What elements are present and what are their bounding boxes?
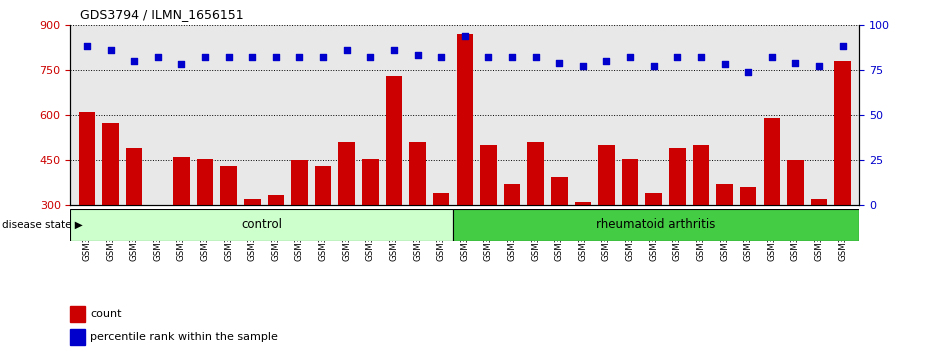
Bar	[670, 148, 685, 296]
Bar	[102, 122, 119, 296]
Bar	[740, 187, 757, 296]
Point	[269, 55, 284, 60]
Text: control: control	[241, 218, 282, 231]
Bar	[362, 159, 378, 296]
Point	[197, 55, 212, 60]
Point	[693, 55, 708, 60]
Bar	[197, 159, 213, 296]
Bar	[810, 199, 827, 296]
Point	[362, 55, 377, 60]
Bar	[716, 184, 732, 296]
Bar	[173, 157, 190, 296]
Bar	[126, 148, 143, 296]
Point	[292, 55, 307, 60]
Point	[103, 47, 118, 53]
Point	[646, 63, 661, 69]
Point	[576, 63, 591, 69]
Point	[741, 69, 756, 75]
Bar	[268, 195, 285, 296]
Point	[552, 60, 567, 65]
Bar	[244, 199, 260, 296]
Point	[316, 55, 331, 60]
Point	[174, 62, 189, 67]
Bar	[480, 145, 497, 296]
Bar	[70, 209, 453, 241]
Point	[811, 63, 826, 69]
Bar	[528, 142, 544, 296]
Bar	[503, 184, 520, 296]
Point	[434, 55, 449, 60]
Point	[504, 55, 519, 60]
Point	[245, 55, 260, 60]
Point	[599, 58, 614, 64]
Point	[457, 33, 472, 39]
Point	[717, 62, 732, 67]
Point	[788, 60, 803, 65]
Bar	[338, 142, 355, 296]
Bar	[575, 202, 592, 296]
Bar	[456, 34, 473, 296]
Bar	[79, 112, 95, 296]
Bar	[221, 166, 237, 296]
Point	[387, 47, 402, 53]
Bar	[409, 142, 426, 296]
Bar	[645, 193, 662, 296]
Bar	[763, 118, 780, 296]
Point	[222, 55, 237, 60]
Bar	[291, 160, 308, 296]
Text: GDS3794 / ILMN_1656151: GDS3794 / ILMN_1656151	[80, 8, 243, 21]
Text: disease state ▶: disease state ▶	[2, 220, 83, 230]
Bar	[315, 166, 331, 296]
Bar	[70, 306, 85, 321]
Bar	[787, 160, 804, 296]
Point	[410, 53, 425, 58]
Point	[150, 55, 165, 60]
Bar	[835, 61, 851, 296]
Point	[623, 55, 638, 60]
Point	[80, 44, 95, 49]
Bar	[149, 205, 166, 296]
Bar	[622, 159, 639, 296]
Bar	[70, 329, 85, 345]
Bar	[598, 145, 615, 296]
Point	[481, 55, 496, 60]
Bar	[453, 209, 859, 241]
Point	[528, 55, 543, 60]
Point	[339, 47, 354, 53]
Bar	[386, 76, 402, 296]
Bar	[433, 193, 450, 296]
Point	[670, 55, 685, 60]
Point	[127, 58, 142, 64]
Text: count: count	[90, 309, 122, 319]
Text: rheumatoid arthritis: rheumatoid arthritis	[596, 218, 716, 231]
Text: percentile rank within the sample: percentile rank within the sample	[90, 332, 278, 342]
Bar	[693, 145, 709, 296]
Point	[764, 55, 779, 60]
Bar	[551, 177, 567, 296]
Point	[835, 44, 850, 49]
